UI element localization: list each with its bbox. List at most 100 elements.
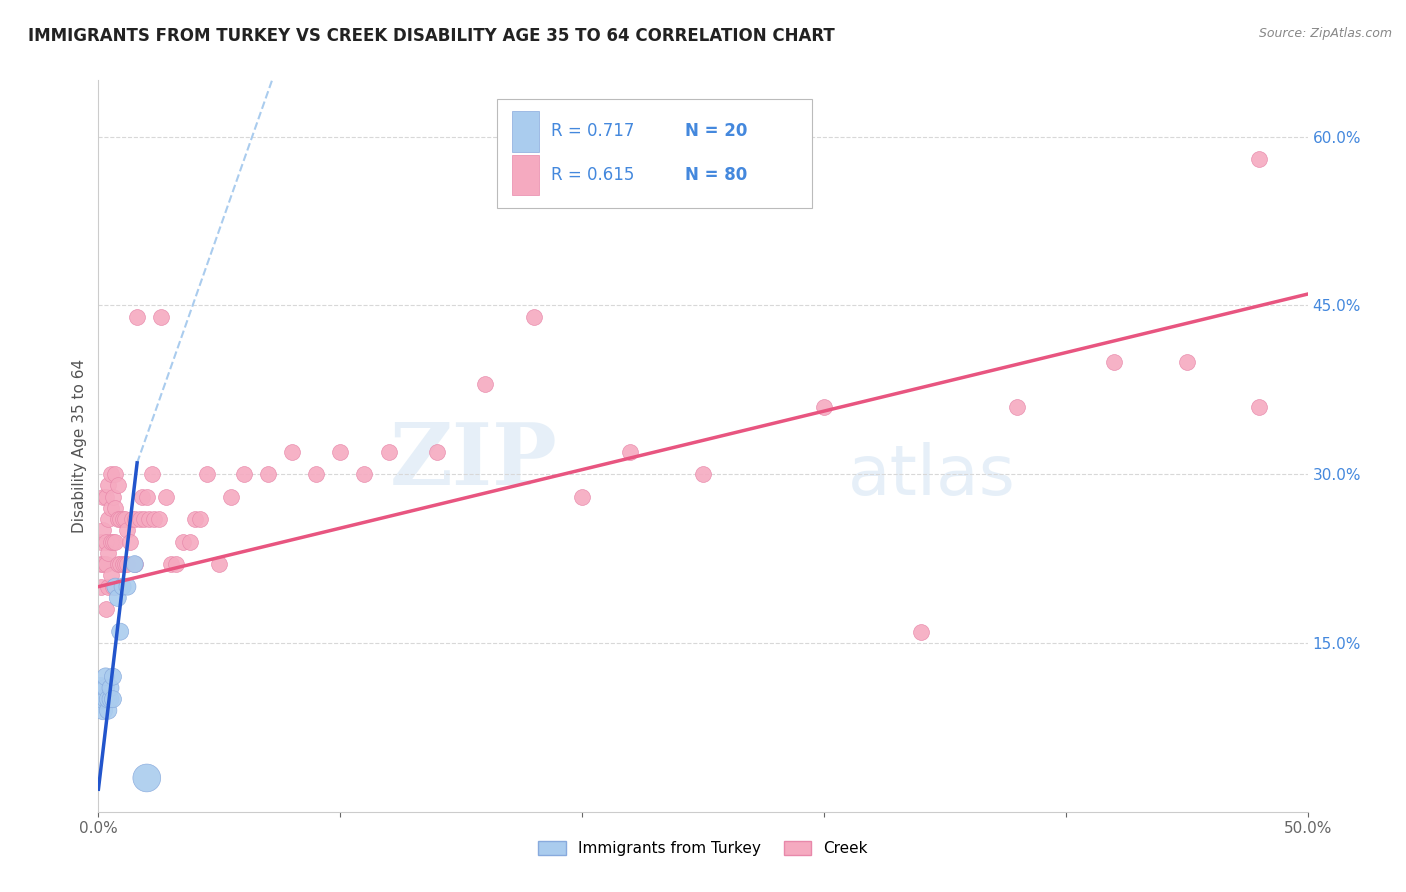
Point (97, 580, 120, 594)
Point (101, 692, 124, 706)
Point (281, 444, 304, 458)
Y-axis label: Disability Age 35 to 64: Disability Age 35 to 64 (72, 359, 87, 533)
Point (91, 490, 114, 504)
Text: R = 0.717: R = 0.717 (551, 122, 634, 140)
Text: atlas: atlas (848, 442, 1017, 508)
Point (97, 703, 120, 717)
Point (101, 670, 124, 684)
Point (104, 534, 127, 549)
Point (104, 500, 127, 515)
Text: R = 0.615: R = 0.615 (551, 167, 634, 185)
Point (101, 534, 124, 549)
Point (184, 512, 207, 526)
Point (104, 580, 127, 594)
Point (160, 557, 183, 571)
Point (256, 467, 278, 482)
Point (100, 681, 122, 695)
Point (188, 512, 211, 526)
Point (114, 557, 136, 571)
Point (124, 557, 146, 571)
Text: IMMIGRANTS FROM TURKEY VS CREEK DISABILITY AGE 35 TO 64 CORRELATION CHART: IMMIGRANTS FROM TURKEY VS CREEK DISABILI… (28, 27, 835, 45)
Point (97, 546, 120, 560)
Point (90, 692, 112, 706)
Point (90, 534, 112, 549)
Point (138, 512, 160, 526)
Point (121, 512, 143, 526)
Point (135, 490, 157, 504)
FancyBboxPatch shape (512, 155, 538, 195)
Point (305, 467, 328, 482)
Point (148, 512, 170, 526)
Point (143, 512, 166, 526)
Point (571, 490, 593, 504)
Point (523, 310, 546, 324)
Point (117, 524, 139, 538)
Point (172, 534, 194, 549)
Point (108, 557, 131, 571)
Point (90, 580, 112, 594)
Point (104, 580, 127, 594)
Point (131, 490, 153, 504)
Point (101, 490, 124, 504)
Point (619, 444, 641, 458)
Point (117, 580, 139, 594)
Point (1175, 354, 1198, 368)
Point (179, 534, 201, 549)
Point (101, 580, 124, 594)
Point (111, 580, 134, 594)
Point (124, 557, 146, 571)
Point (100, 500, 122, 515)
Point (221, 490, 243, 504)
Point (94, 557, 117, 571)
Point (107, 512, 129, 526)
Point (94, 534, 117, 549)
Point (692, 467, 714, 482)
Point (94, 602, 117, 616)
Point (90, 681, 112, 695)
Point (97, 692, 120, 706)
Point (100, 534, 122, 549)
Point (813, 400, 835, 414)
Point (208, 557, 231, 571)
Point (104, 467, 127, 482)
Text: N = 80: N = 80 (685, 167, 747, 185)
Point (1007, 400, 1029, 414)
Point (91, 703, 114, 717)
Point (1102, 354, 1125, 368)
Point (134, 512, 156, 526)
Point (195, 467, 218, 482)
Point (141, 467, 163, 482)
Point (118, 534, 141, 549)
Point (155, 490, 177, 504)
Point (107, 557, 129, 571)
Point (94, 692, 117, 706)
Point (100, 467, 122, 482)
Point (100, 692, 122, 706)
Point (1249, 152, 1271, 166)
Point (91, 524, 114, 538)
Text: Source: ZipAtlas.com: Source: ZipAtlas.com (1258, 27, 1392, 40)
Point (117, 557, 139, 571)
Point (90, 557, 112, 571)
Point (91, 557, 114, 571)
Point (910, 624, 932, 639)
Point (127, 310, 149, 324)
FancyBboxPatch shape (512, 112, 538, 152)
Text: ZIP: ZIP (389, 418, 558, 502)
Point (474, 377, 496, 392)
Point (1249, 400, 1271, 414)
Point (232, 467, 254, 482)
Point (128, 512, 150, 526)
Point (114, 512, 136, 526)
Point (97, 478, 120, 492)
Point (111, 557, 134, 571)
Point (165, 557, 187, 571)
Point (97, 512, 120, 526)
Point (94, 490, 117, 504)
Point (91, 692, 114, 706)
Point (107, 478, 129, 492)
Point (100, 568, 122, 582)
Point (150, 310, 173, 324)
Point (329, 444, 352, 458)
Point (377, 444, 399, 458)
